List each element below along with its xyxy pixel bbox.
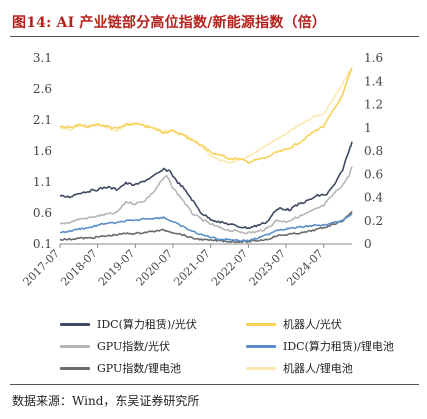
legend-item: GPU指数/锂电池	[60, 360, 181, 376]
series-layer	[59, 66, 353, 244]
tick-labels: 0.1 0.6 1.1 1.6 2.1 2.6 3.1 0 0.2 0.4 0.6 0.8 1 1.2 1.…	[21, 51, 384, 288]
x-tick-label: 2017-07	[21, 247, 63, 289]
legend-item: GPU指数/光伏	[60, 338, 170, 354]
line-chart: 0.1 0.6 1.1 1.6 2.1 2.6 3.1 0 0.2 0.4 0.6 0.8 1 1.2 1.…	[21, 51, 384, 288]
right-tick-label: 0.4	[364, 191, 383, 205]
left-tick-label: 2.1	[33, 113, 52, 127]
series-line-1	[59, 68, 353, 164]
x-tick-label: 2023-07	[247, 247, 289, 289]
legend-item: IDC(算力租赁)/光伏	[60, 316, 197, 332]
x-tick-label: 2020-07	[134, 247, 176, 289]
right-tick-label: 1.6	[364, 51, 383, 65]
right-tick-label: 0.6	[364, 167, 383, 181]
right-tick-label: 1	[364, 121, 372, 135]
legend-swatch	[246, 322, 276, 326]
legend-item: 机器人/光伏	[246, 316, 342, 332]
right-tick-label: 0.2	[364, 214, 383, 228]
bottom-divider	[10, 384, 419, 385]
legend-label: IDC(算力租赁)/锂电池	[283, 340, 394, 353]
x-tick-label: 2018-07	[58, 247, 100, 289]
x-tick-label: 2019-07	[96, 247, 138, 289]
legend-swatch	[246, 366, 276, 370]
legend-swatch	[60, 344, 90, 348]
left-tick-label: 3.1	[33, 51, 52, 65]
legend-label: 机器人/光伏	[283, 318, 342, 331]
left-tick-label: 2.6	[33, 82, 52, 96]
legend-swatch	[60, 366, 90, 370]
right-tick-label: 1.2	[364, 98, 383, 112]
x-tick-label: 2021-07	[171, 247, 213, 289]
legend-swatch	[246, 344, 276, 348]
series-line-0	[59, 141, 353, 230]
right-tick-label: 0.8	[364, 144, 383, 158]
legend-label: GPU指数/锂电池	[97, 362, 181, 375]
right-tick-label: 0	[364, 237, 372, 251]
legend-label: GPU指数/光伏	[97, 340, 170, 353]
figure-title: 图14: AI 产业链部分高位指数/新能源指数（倍）	[12, 15, 327, 31]
series-line-3	[59, 213, 353, 242]
x-tick-label: 2024-07	[284, 247, 326, 289]
legend-label: IDC(算力租赁)/光伏	[97, 318, 197, 331]
series-line-5	[59, 66, 353, 164]
legend-item: 机器人/锂电池	[246, 360, 353, 376]
source-note: 数据来源：Wind，东吴证券研究所	[12, 394, 200, 408]
legend-item: IDC(算力租赁)/锂电池	[246, 338, 394, 354]
legend-swatch	[60, 322, 90, 326]
chart-legend: IDC(算力租赁)/光伏 机器人/光伏 GPU指数/光伏 IDC(算力租赁)/锂电池 G…	[0, 310, 427, 380]
title-divider	[10, 36, 419, 37]
x-tick-label: 2022-07	[209, 247, 251, 289]
chart-axes	[59, 243, 352, 248]
left-tick-label: 0.6	[33, 206, 52, 220]
series-line-2	[59, 166, 353, 235]
left-tick-label: 1.1	[33, 175, 52, 189]
legend-label: 机器人/锂电池	[283, 362, 353, 375]
series-line-4	[59, 211, 353, 244]
left-tick-label: 1.6	[33, 144, 52, 158]
left-tick-label: 0.1	[33, 237, 52, 251]
right-tick-label: 1.4	[364, 74, 383, 88]
